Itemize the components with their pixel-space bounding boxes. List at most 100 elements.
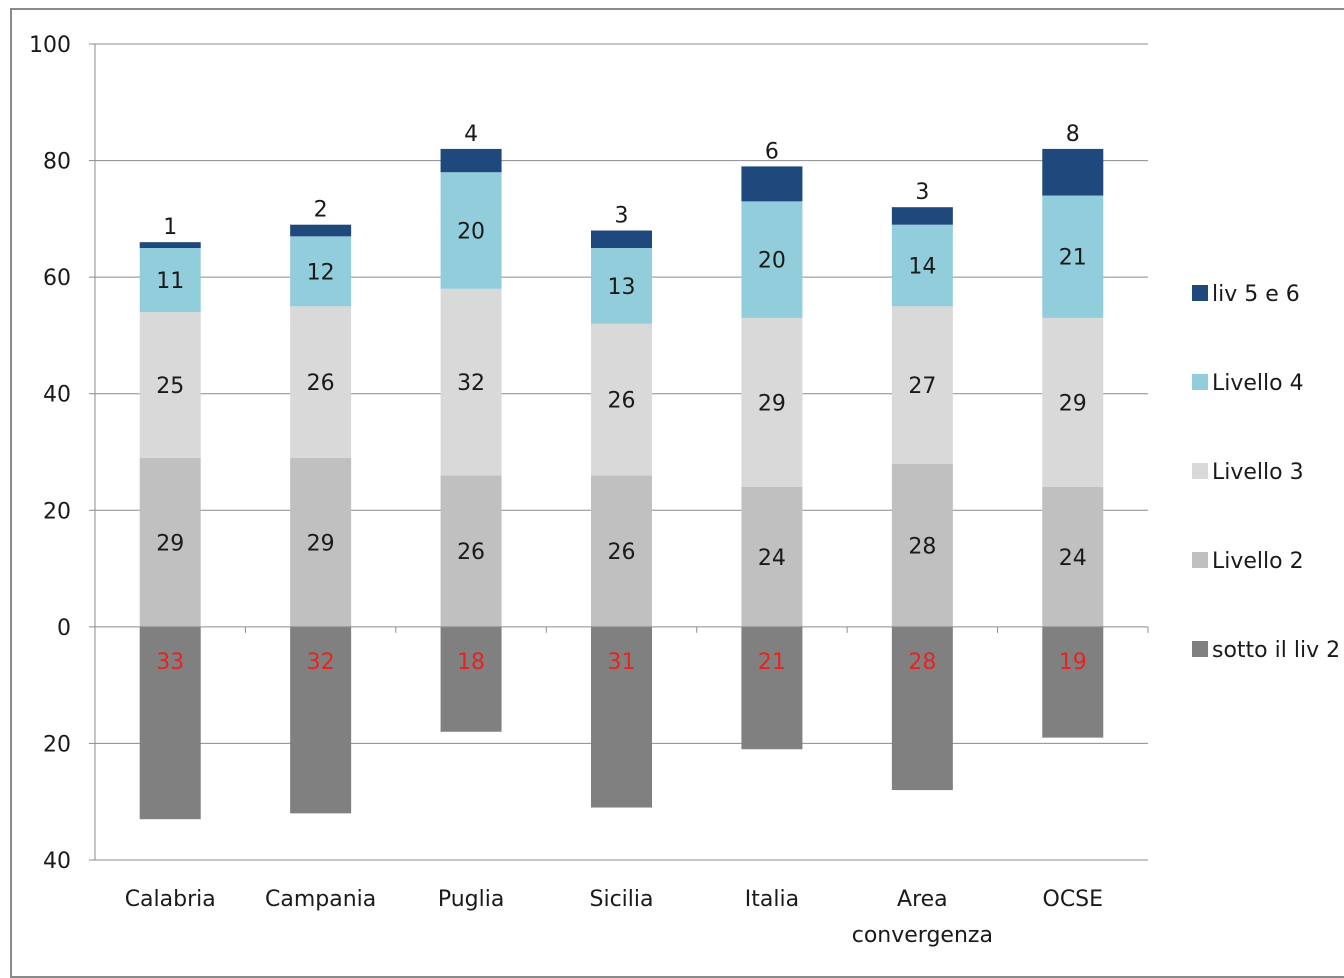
legend-label: Livello 2 [1212,549,1304,574]
category-label: Area convergenza [852,887,993,948]
legend-label: Livello 4 [1212,371,1304,396]
bar-segment [440,148,502,173]
legend: liv 5 e 6 Livello 4 Livello 3 Livello 2 sott… [1192,282,1340,663]
bar-segment [741,486,803,627]
bar-segment [591,230,652,248]
category-label: Sicilia [590,887,654,912]
category-label: Italia [745,887,799,912]
data-label: 1 [163,215,177,240]
bar-segment [741,201,803,318]
bar-segment [440,288,502,476]
data-label: 26 [608,540,636,565]
bar-segment [891,626,953,791]
y-tick-label: 100 [29,33,71,58]
bar-segment [139,312,201,458]
data-label: 24 [758,546,786,571]
bar-segment [290,224,352,237]
data-label: 29 [1059,391,1087,416]
data-label: 6 [765,139,779,164]
data-label: 4 [464,122,478,147]
y-tick-label: 80 [43,150,71,175]
data-label: 20 [758,249,786,274]
data-label: 26 [307,371,335,396]
bar-segment [891,463,953,627]
data-label: 3 [915,180,929,205]
data-label: 13 [608,275,636,300]
bar-segment [891,207,953,225]
bar-segment [891,224,953,307]
bar-segment [741,317,803,487]
legend-swatch [1192,463,1208,479]
legend-swatch [1192,641,1208,657]
category-label: OCSE [1043,887,1104,912]
bar-layer [139,148,1104,820]
legend-swatch [1192,285,1208,301]
bar-segment [139,242,201,248]
bar-segment [440,626,502,732]
axis-layer: 100 80 60 40 20 0 20 40 Calabria Campania Puglia Si… [29,33,1149,948]
bar-segment [591,475,652,627]
bar-segment [290,626,352,814]
data-label: 28 [908,650,936,675]
legend-swatch [1192,552,1208,568]
bar-segment [591,248,652,324]
bar-segment [1042,317,1104,487]
legend-label: liv 5 e 6 [1212,282,1300,307]
data-label: 27 [908,374,936,399]
y-tick-label: 0 [57,616,71,641]
bar-segment [139,626,201,820]
data-label: 11 [156,269,184,294]
y-tick-label: 40 [43,383,71,408]
bar-segment [139,457,201,627]
bar-segment [741,166,803,202]
legend-label: sotto il liv 2 [1212,638,1340,663]
data-label: 2 [314,198,328,223]
y-tick-label: 20 [43,499,71,524]
data-label: 32 [457,371,485,396]
data-label: 32 [307,650,335,675]
bar-segment [741,626,803,750]
bar-segment [891,306,953,464]
data-label: 33 [156,650,184,675]
bar-segment [1042,626,1104,738]
data-label: 25 [156,374,184,399]
data-label: 21 [1059,246,1087,271]
legend-swatch [1192,374,1208,390]
data-label: 31 [608,650,636,675]
data-label: 12 [307,260,335,285]
data-label: 29 [307,531,335,556]
data-label: 8 [1066,122,1080,147]
y-tick-label: 20 [43,732,71,757]
data-label: 28 [908,534,936,559]
bar-segment [591,626,652,808]
bar-segment [290,457,352,627]
data-label: 24 [1059,546,1087,571]
category-label: Calabria [125,887,216,912]
data-label: 21 [758,650,786,675]
y-tick-label: 60 [43,266,71,291]
y-tick-label: 40 [43,849,71,874]
bar-segment [1042,195,1104,318]
bar-segment [591,323,652,476]
category-label: Campania [265,887,376,912]
data-label: 19 [1059,650,1087,675]
category-label: Puglia [438,887,505,912]
data-label: 26 [457,540,485,565]
label-layer: 3329251113229261221826322043126261332124… [156,122,1087,675]
data-label: 14 [908,254,936,279]
data-label: 29 [156,531,184,556]
data-label: 3 [615,204,629,229]
bar-segment [139,248,201,313]
data-label: 20 [457,220,485,245]
data-label: 26 [608,389,636,414]
chart-frame [10,8,1344,978]
data-label: 18 [457,650,485,675]
bar-segment [1042,148,1104,196]
bar-segment [1042,486,1104,627]
bar-segment [290,306,352,458]
bar-segment [440,475,502,627]
bar-segment [440,172,502,289]
data-label: 29 [758,391,786,416]
legend-label: Livello 3 [1212,460,1304,485]
